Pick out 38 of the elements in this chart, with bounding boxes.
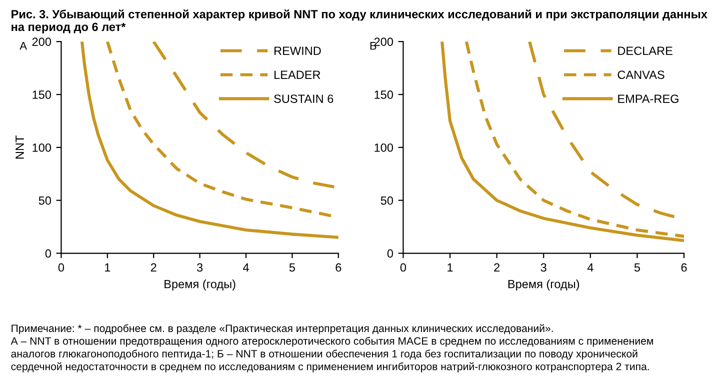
- chart-title: Рис. 3. Убывающий степенной характер кривой NNT по ходу клинических исследований и при экстраполяции данных на период до 6 лет*: [12, 9, 708, 34]
- y-tick-label: 50: [380, 196, 394, 205]
- x-tick-label: 1: [105, 263, 110, 272]
- x-tick-label: 2: [150, 263, 156, 272]
- x-tick-label: 5: [634, 263, 640, 272]
- legend-label: CANVAS: [618, 70, 664, 79]
- text: Примечание: * – подробнее см. в разделе «Практическая интерпретация данных клинических исследований». А – NNT в отношении предотвращения одного атеросклеротического события MACE в среднем по исследованиям с применением аналогов глюкагоноподобного пептида-1; Б – NNT в отношении обеспечения 1 года без госпитализации по поводу хронической сердечной недостаточности в среднем по исследованиям с применением ингибиторов натрий-глюкозного котранспортера 2 типа.: [10, 324, 653, 372]
- y-tick-label: 50: [38, 196, 52, 205]
- x-tick-label: 5: [289, 263, 295, 272]
- text: Б: [370, 42, 376, 50]
- y-tick-label: 150: [32, 90, 52, 99]
- x-tick-label: 3: [540, 263, 546, 272]
- y-tick-label: 100: [32, 143, 52, 152]
- x-tick-label: 0: [58, 263, 64, 272]
- line-series: [80, 42, 338, 239]
- x-tick-label: 1: [448, 263, 453, 272]
- x-tick-label: 2: [494, 263, 500, 272]
- x-axis-title: Время (годы): [508, 280, 580, 291]
- y-tick-label: 200: [374, 38, 394, 46]
- x-tick-label: 4: [242, 263, 249, 272]
- legend-label: EMPA-REG: [618, 94, 678, 103]
- legend-label: SUSTAIN 6: [274, 94, 334, 103]
- y-tick-label: 100: [374, 143, 394, 152]
- legend-label: REWIND: [274, 46, 321, 55]
- x-tick-label: 4: [587, 263, 594, 272]
- x-tick-label: 6: [681, 263, 687, 272]
- x-axis-title: Время (годы): [164, 280, 236, 291]
- y-tick-label: 0: [45, 249, 52, 258]
- x-tick-label: 3: [196, 263, 203, 272]
- y-tick-label: 200: [32, 38, 52, 46]
- legend-label: LEADER: [274, 70, 320, 79]
- legend-label: DECLARE: [618, 46, 672, 55]
- y-tick-label: 150: [374, 90, 394, 99]
- y-axis-title: NNT: [16, 136, 24, 159]
- x-tick-label: 6: [336, 263, 342, 272]
- x-tick-label: 0: [400, 263, 406, 272]
- y-tick-label: 0: [387, 249, 394, 258]
- text: А: [20, 42, 28, 50]
